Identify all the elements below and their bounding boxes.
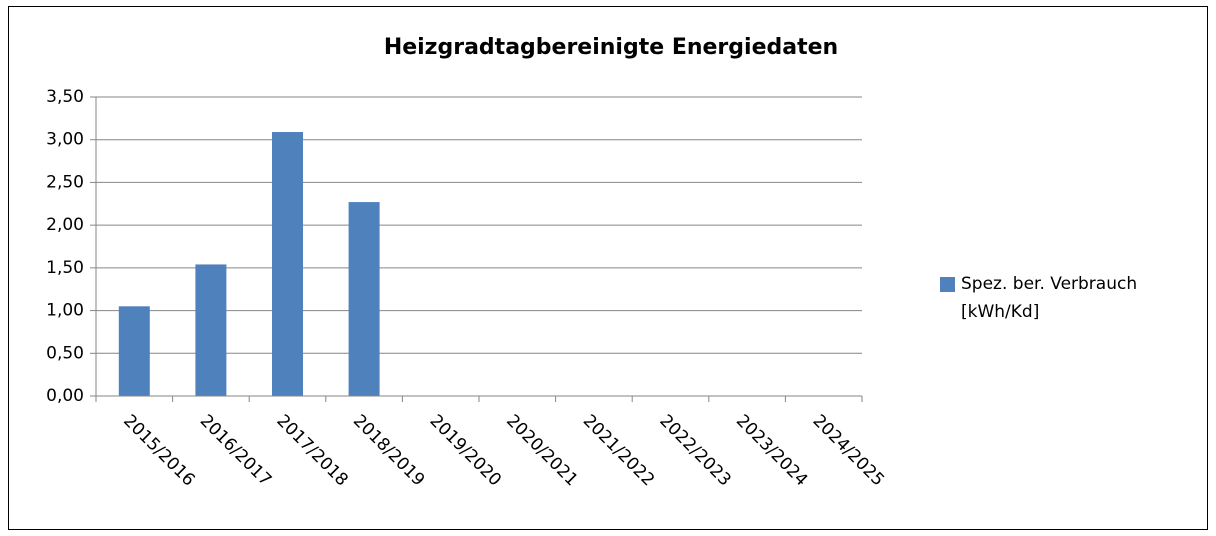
legend-swatch: [940, 277, 955, 292]
y-tick-label: 3,00: [46, 130, 84, 150]
legend: Spez. ber. Verbrauch [kWh/Kd]: [940, 270, 1200, 326]
bar: [118, 306, 150, 396]
y-tick-label: 2,50: [46, 172, 84, 192]
bar: [348, 202, 380, 396]
bar: [272, 132, 303, 397]
y-tick-label: 2,00: [46, 215, 84, 235]
y-tick-label: 3,50: [46, 87, 84, 107]
y-tick-label: 1,50: [46, 258, 84, 278]
y-tick-label: 0,50: [46, 343, 84, 363]
y-tick-label: 1,00: [46, 301, 84, 321]
bar: [195, 264, 227, 396]
chart-title: Heizgradtagbereinigte Energiedaten: [384, 35, 838, 60]
y-tick-label: 0,00: [46, 386, 84, 406]
legend-label: Spez. ber. Verbrauch [kWh/Kd]: [961, 274, 1138, 322]
